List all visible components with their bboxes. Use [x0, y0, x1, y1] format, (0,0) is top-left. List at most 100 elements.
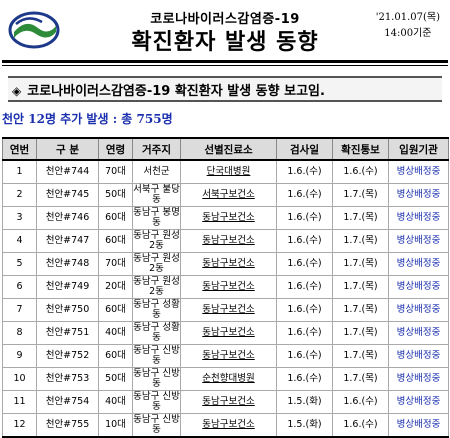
- residence: 동남구 봉명동: [132, 206, 181, 230]
- case-id: 천안#744: [36, 159, 99, 184]
- report-date-box: '21.01.07(목) 14:00기준: [376, 10, 440, 42]
- residence: 동남구 신방동: [132, 390, 181, 414]
- test-date: 1.6.(수): [276, 344, 333, 368]
- case-id: 천안#745: [36, 183, 99, 207]
- report-date: '21.01.07(목): [375, 12, 440, 23]
- table-row: 5 천안#748 70대 동남구 원성2동 동남구보건소 1.6.(수) 1.7.(목) 병상…: [2, 252, 449, 276]
- hospital-status: 병상배정중: [388, 413, 449, 438]
- hospital-status: 병상배정중: [388, 275, 449, 299]
- confirm-date: 1.7.(목): [332, 321, 389, 345]
- test-date: 1.6.(수): [276, 321, 333, 345]
- table-body: 1 천안#744 70대 서천군 단국대병원 1.6.(수) 1.6.(수) 병상배정중 2 천안…: [2, 159, 449, 438]
- table-row: 1 천안#744 70대 서천군 단국대병원 1.6.(수) 1.6.(수) 병상배정중: [2, 159, 449, 184]
- row-number: 6: [2, 275, 37, 299]
- report-subtitle: 코로나바이러스감염증-19: [150, 12, 300, 27]
- row-number: 10: [2, 367, 37, 391]
- residence: 동남구 원성2동: [132, 275, 181, 299]
- table-row: 12 천안#755 10대 동남구 신방동 동남구보건소 1.5.(화) 1.6.(수) 병상…: [2, 413, 449, 438]
- table-row: 2 천안#745 50대 서북구 불당동 서북구보건소 1.6.(수) 1.7.(목) 병상배…: [2, 183, 449, 207]
- clinic: 동남구보건소: [180, 321, 277, 345]
- residence: 동남구 성황동: [132, 298, 181, 322]
- age-group: 70대: [98, 252, 133, 276]
- confirm-date: 1.7.(목): [332, 229, 389, 253]
- clinic: 동남구보건소: [180, 206, 277, 230]
- age-group: 60대: [98, 344, 133, 368]
- clinic: 서북구보건소: [180, 183, 277, 207]
- test-date: 1.6.(수): [276, 252, 333, 276]
- row-number: 8: [2, 321, 37, 345]
- col-header-age: 연령: [98, 137, 133, 161]
- test-date: 1.6.(수): [276, 367, 333, 391]
- confirm-date: 1.7.(목): [332, 206, 389, 230]
- confirm-date: 1.7.(목): [332, 275, 389, 299]
- test-date: 1.6.(수): [276, 206, 333, 230]
- confirm-date: 1.7.(목): [332, 367, 389, 391]
- age-group: 60대: [98, 206, 133, 230]
- residence: 동남구 원성2동: [132, 229, 181, 253]
- case-id: 천안#748: [36, 252, 99, 276]
- col-header-test-date: 검사일: [276, 137, 333, 161]
- test-date: 1.6.(수): [276, 159, 333, 184]
- confirm-date: 1.6.(수): [332, 159, 389, 184]
- table-row: 8 천안#751 40대 동남구 성황동 동남구보건소 1.6.(수) 1.7.(목) 병상배…: [2, 321, 449, 345]
- case-id: 천안#747: [36, 229, 99, 253]
- clinic: 단국대병원: [180, 159, 277, 184]
- test-date: 1.6.(수): [276, 229, 333, 253]
- table-row: 4 천안#747 60대 동남구 원성2동 동남구보건소 1.6.(수) 1.7.(목) 병상…: [2, 229, 449, 253]
- clinic: 순천향대병원: [180, 367, 277, 391]
- residence: 서북구 불당동: [132, 183, 181, 207]
- col-header-case: 구 분: [36, 137, 99, 161]
- table-row: 6 천안#749 20대 동남구 원성2동 동남구보건소 1.6.(수) 1.7.(목) 병상…: [2, 275, 449, 299]
- report-header: 코로나바이러스감염증-19 확진환자 발생 동향 '21.01.07(목) 14…: [2, 2, 448, 58]
- age-group: 10대: [98, 413, 133, 438]
- col-header-residence: 거주지: [132, 137, 181, 161]
- col-header-clinic: 선별진료소: [180, 137, 277, 161]
- age-group: 50대: [98, 367, 133, 391]
- case-id: 천안#749: [36, 275, 99, 299]
- table-row: 3 천안#746 60대 동남구 봉명동 동남구보건소 1.6.(수) 1.7.(목) 병상배…: [2, 206, 449, 230]
- table-row: 11 천안#754 40대 동남구 신방동 동남구보건소 1.5.(화) 1.6.(수) 병상…: [2, 390, 449, 414]
- clinic: 동남구보건소: [180, 298, 277, 322]
- clinic: 동남구보건소: [180, 252, 277, 276]
- table-row: 10 천안#753 50대 동남구 신방동 순천향대병원 1.6.(수) 1.7.(목) 병상…: [2, 367, 449, 391]
- hospital-status: 병상배정중: [388, 390, 449, 414]
- confirm-date: 1.7.(목): [332, 298, 389, 322]
- header-divider-thick: [2, 60, 448, 63]
- case-id: 천안#754: [36, 390, 99, 414]
- age-group: 40대: [98, 390, 133, 414]
- col-header-confirm-date: 확진통보: [332, 137, 389, 161]
- test-date: 1.6.(수): [276, 298, 333, 322]
- confirm-date: 1.6.(수): [332, 413, 389, 438]
- case-summary: 천안 12명 추가 발생 : 총 755명: [2, 112, 173, 126]
- hospital-status: 병상배정중: [388, 229, 449, 253]
- residence: 서천군: [132, 159, 181, 184]
- confirm-date: 1.7.(목): [332, 252, 389, 276]
- age-group: 60대: [98, 229, 133, 253]
- row-number: 9: [2, 344, 37, 368]
- row-number: 7: [2, 298, 37, 322]
- row-number: 4: [2, 229, 37, 253]
- age-group: 60대: [98, 298, 133, 322]
- header-divider-thin: [2, 65, 448, 66]
- clinic: 동남구보건소: [180, 344, 277, 368]
- confirm-date: 1.7.(목): [332, 183, 389, 207]
- diamond-bullet-icon: ◈: [12, 84, 22, 98]
- col-header-hospital: 입원기관: [388, 137, 449, 161]
- clinic: 동남구보건소: [180, 229, 277, 253]
- clinic: 동남구보건소: [180, 413, 277, 438]
- residence: 동남구 신방동: [132, 367, 181, 391]
- row-number: 5: [2, 252, 37, 276]
- age-group: 50대: [98, 183, 133, 207]
- report-title: 확진환자 발생 동향: [131, 30, 319, 55]
- hospital-status: 병상배정중: [388, 298, 449, 322]
- test-date: 1.6.(수): [276, 275, 333, 299]
- residence: 동남구 원성2동: [132, 252, 181, 276]
- case-id: 천안#751: [36, 321, 99, 345]
- clinic: 동남구보건소: [180, 390, 277, 414]
- hospital-status: 병상배정중: [388, 321, 449, 345]
- test-date: 1.5.(화): [276, 413, 333, 438]
- case-table: 연번 구 분 연령 거주지 선별진료소 검사일 확진통보 입원기관 1 천안#744 70대 서천군…: [2, 137, 449, 438]
- hospital-status: 병상배정중: [388, 344, 449, 368]
- report-time: 14:00기준: [384, 28, 432, 39]
- residence: 동남구 신방동: [132, 413, 181, 438]
